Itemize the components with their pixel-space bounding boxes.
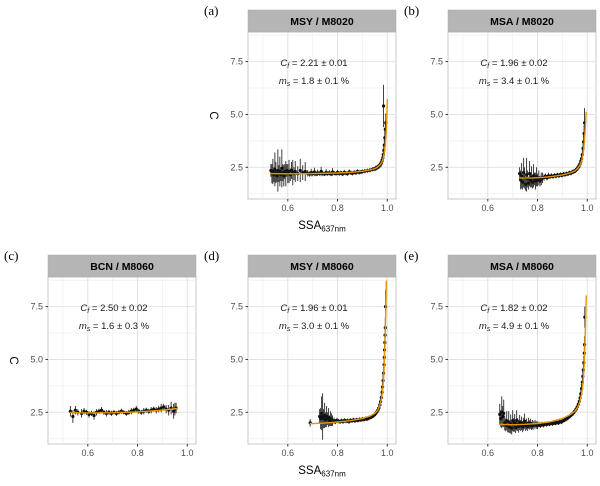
panel-d: (d) MSY / M8060 0.6 0.8 1.0 2.5 5.0 7.5 SSA637nm… bbox=[200, 245, 400, 486]
y-tick-label: 2.5 bbox=[430, 162, 443, 172]
fit-annotation: ms = 1.8 ± 0.1 % bbox=[279, 76, 350, 88]
x-tick-label: 0.6 bbox=[82, 448, 95, 458]
x-tick-label: 1.0 bbox=[381, 203, 394, 213]
fit-annotation: ms = 3.4 ± 0.1 % bbox=[479, 76, 550, 88]
x-tick-label: 0.8 bbox=[531, 203, 544, 213]
y-tick-label: 5.0 bbox=[30, 354, 43, 364]
panel-title: MSY / M8020 bbox=[290, 16, 354, 28]
x-tick-label: 0.8 bbox=[331, 203, 344, 213]
fit-curve bbox=[309, 280, 387, 425]
y-tick-label: 2.5 bbox=[230, 407, 243, 417]
y-tick-label: 7.5 bbox=[230, 302, 243, 312]
strip bbox=[47, 254, 197, 278]
x-tick-label: 0.8 bbox=[331, 448, 344, 458]
fit-annotation: Cf = 2.50 ± 0.02 bbox=[80, 303, 147, 315]
panel-d-chart: (d) MSY / M8060 0.6 0.8 1.0 2.5 5.0 7.5 SSA637nm… bbox=[204, 248, 397, 479]
y-tick-label: 5.0 bbox=[230, 354, 243, 364]
x-tick-label: 0.6 bbox=[482, 203, 495, 213]
fit-annotation: Cf = 1.96 ± 0.02 bbox=[480, 58, 547, 70]
strip bbox=[447, 254, 597, 278]
y-tick-label: 5.0 bbox=[430, 109, 443, 119]
strip bbox=[247, 254, 397, 278]
y-tick-label: 5.0 bbox=[230, 109, 243, 119]
panel-b-chart: (b) MSA / M8020 0.6 0.8 1.0 2.5 5.0 7.5 Cf = 1.9… bbox=[404, 3, 597, 213]
panel-letter: (d) bbox=[204, 248, 219, 263]
tick-marks bbox=[245, 61, 388, 202]
fit-curve bbox=[519, 111, 587, 179]
x-tick-label: 1.0 bbox=[581, 448, 594, 458]
strip bbox=[247, 9, 397, 33]
panel-title: MSA / M8020 bbox=[490, 16, 554, 28]
x-tick-label: 1.0 bbox=[381, 448, 394, 458]
fit-annotation: Cf = 1.96 ± 0.01 bbox=[280, 303, 347, 315]
x-tick-label: 0.6 bbox=[482, 448, 495, 458]
x-axis-label: SSA637nm bbox=[298, 465, 346, 479]
tick-marks bbox=[245, 306, 388, 447]
x-tick-label: 0.6 bbox=[282, 203, 295, 213]
fit-annotation: ms = 3.0 ± 0.1 % bbox=[279, 321, 350, 333]
panel-b: (b) MSA / M8020 0.6 0.8 1.0 2.5 5.0 7.5 Cf = 1.9… bbox=[400, 0, 600, 241]
panel-a-chart: (a) MSY / M8020 0.6 0.8 1.0 2.5 5.0 7.5 SSA637nm… bbox=[204, 3, 397, 234]
fit-annotation: ms = 1.6 ± 0.3 % bbox=[79, 321, 150, 333]
grid-major bbox=[448, 277, 596, 444]
y-tick-label: 2.5 bbox=[430, 407, 443, 417]
panel-letter: (e) bbox=[404, 248, 418, 263]
tick-marks bbox=[445, 61, 588, 202]
fit-curve bbox=[69, 407, 178, 414]
panel-e-chart: (e) MSA / M8060 0.6 0.8 1.0 2.5 5.0 7.5 Cf = 1.8… bbox=[404, 248, 597, 458]
panel-letter: (b) bbox=[404, 3, 419, 18]
y-tick-label: 7.5 bbox=[230, 57, 243, 67]
y-tick-label: 7.5 bbox=[430, 57, 443, 67]
y-tick-label: 5.0 bbox=[430, 354, 443, 364]
y-tick-label: 7.5 bbox=[430, 302, 443, 312]
grid-minor bbox=[48, 277, 196, 444]
fit-annotation: Cf = 2.21 ± 0.01 bbox=[280, 58, 347, 70]
y-tick-label: 2.5 bbox=[30, 407, 43, 417]
panel-c: (c) BCN / M8060 0.6 0.8 1.0 2.5 5.0 7.5 C Cf = 2.… bbox=[0, 245, 200, 486]
y-tick-label: 2.5 bbox=[230, 162, 243, 172]
x-tick-label: 0.8 bbox=[131, 448, 144, 458]
y-axis-label: C bbox=[7, 356, 19, 364]
y-axis-label: C bbox=[207, 111, 219, 119]
x-axis-label: SSA637nm bbox=[298, 220, 346, 234]
fit-curve bbox=[269, 98, 388, 175]
panel-title: MSA / M8060 bbox=[490, 261, 554, 273]
panel-letter: (c) bbox=[4, 248, 18, 263]
grid-minor bbox=[448, 32, 596, 199]
panel-title: BCN / M8060 bbox=[90, 261, 154, 273]
panel-a: (a) MSY / M8020 0.6 0.8 1.0 2.5 5.0 7.5 SSA637nm… bbox=[200, 0, 400, 241]
strip bbox=[447, 9, 597, 33]
tick-marks bbox=[445, 306, 588, 447]
grid-minor bbox=[248, 277, 396, 444]
x-tick-label: 0.6 bbox=[282, 448, 295, 458]
fit-curve bbox=[499, 295, 587, 426]
x-tick-label: 0.8 bbox=[531, 448, 544, 458]
x-tick-label: 1.0 bbox=[581, 203, 594, 213]
panel-e: (e) MSA / M8060 0.6 0.8 1.0 2.5 5.0 7.5 Cf = 1.8… bbox=[400, 245, 600, 486]
x-tick-label: 1.0 bbox=[181, 448, 194, 458]
fit-annotation: Cf = 1.82 ± 0.02 bbox=[480, 303, 547, 315]
y-tick-label: 7.5 bbox=[30, 302, 43, 312]
panel-letter: (a) bbox=[204, 3, 218, 18]
fit-annotation: ms = 4.9 ± 0.1 % bbox=[479, 321, 550, 333]
tick-marks bbox=[45, 306, 188, 447]
panel-c-chart: (c) BCN / M8060 0.6 0.8 1.0 2.5 5.0 7.5 C Cf = 2.… bbox=[4, 248, 197, 458]
panel-title: MSY / M8060 bbox=[290, 261, 354, 273]
